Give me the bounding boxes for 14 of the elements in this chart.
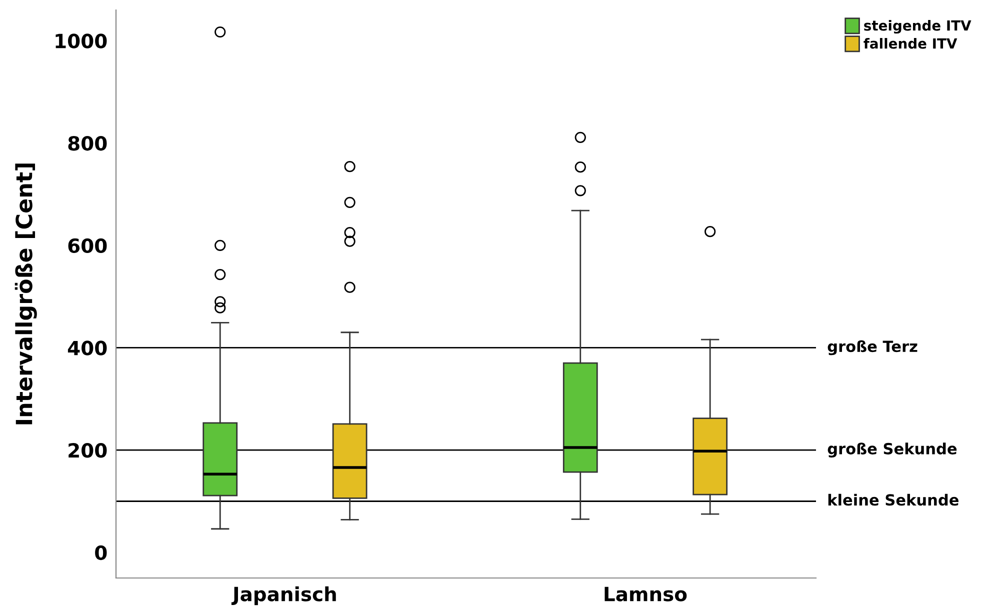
- ref-line-label: große Terz: [828, 340, 918, 356]
- y-axis-title: Intervallgröße [Cent]: [14, 164, 37, 424]
- x-tick-label: Japanisch: [231, 586, 336, 606]
- y-tick-label: 200: [68, 443, 107, 458]
- y-tick-label: 800: [68, 136, 107, 151]
- y-tick-label: 0: [95, 545, 107, 560]
- y-tick-label: 1000: [56, 34, 107, 48]
- ref-line-label: kleine Sekunde: [828, 494, 958, 506]
- y-tick-label: 400: [68, 340, 107, 356]
- y-tick-label: 600: [68, 238, 107, 254]
- x-tick-label: Lamnso: [604, 586, 687, 602]
- legend-label: steigende ITV: [864, 20, 972, 34]
- ref-line-label: große Sekunde: [828, 442, 957, 458]
- legend-label: fallende ITV: [864, 38, 958, 49]
